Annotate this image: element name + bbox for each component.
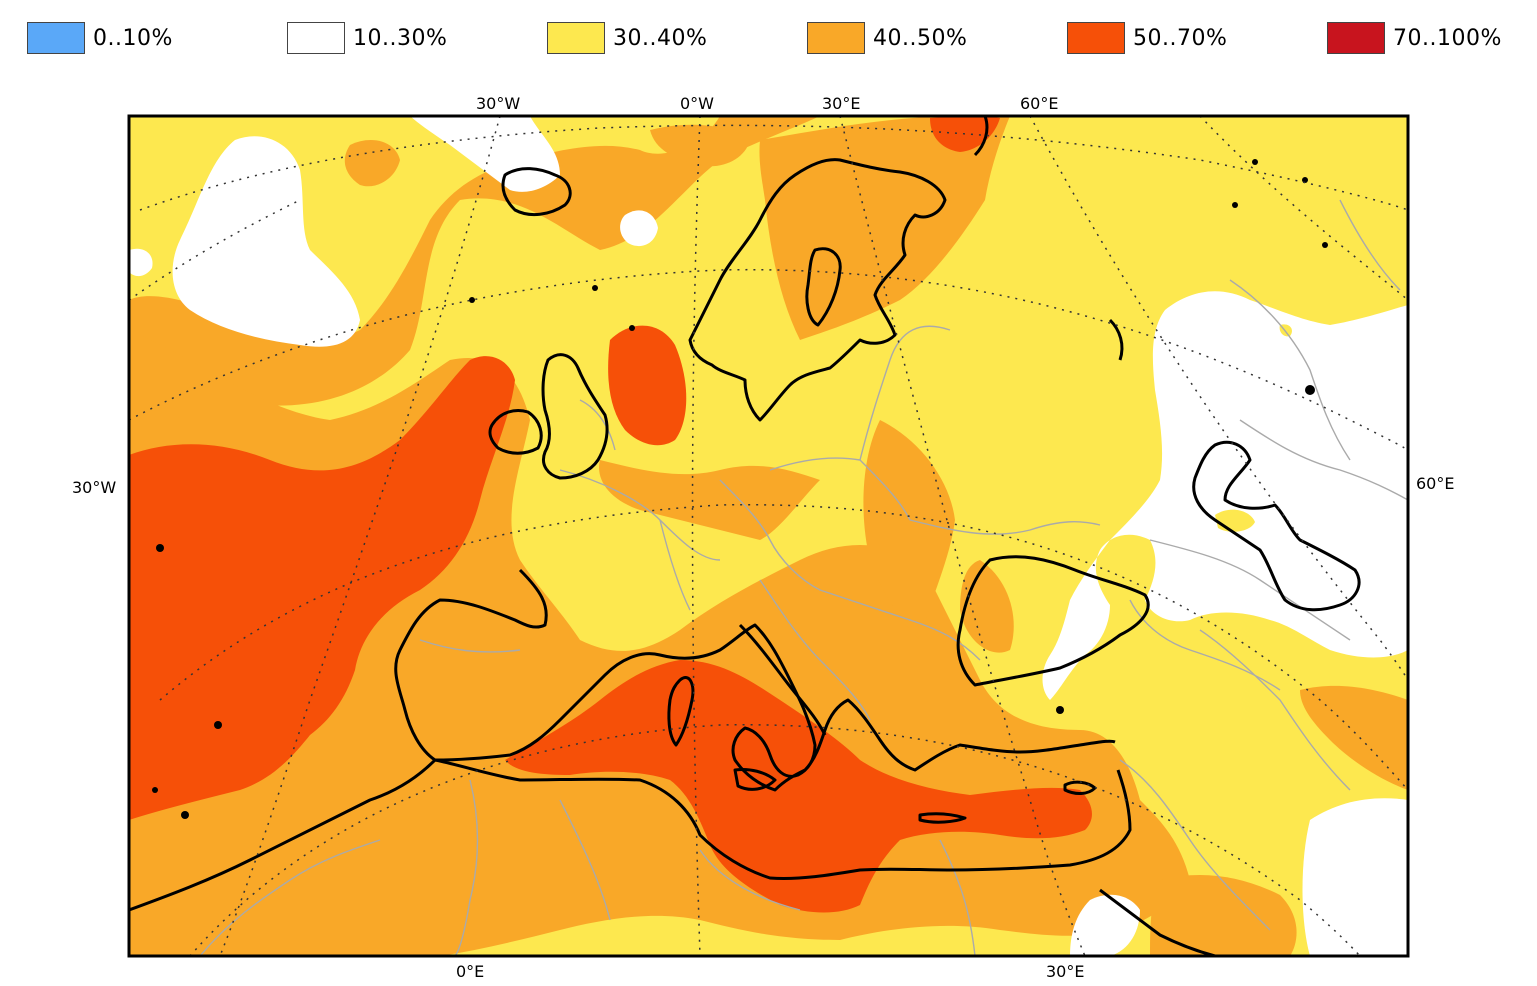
top-lon-label-30e: 30°E — [822, 94, 861, 113]
legend-swatch — [807, 22, 865, 54]
map-frame — [127, 114, 1410, 958]
legend-swatch — [27, 22, 85, 54]
map-field — [129, 116, 1408, 956]
bottom-label-30e: 30°E — [1046, 962, 1085, 981]
legend-swatch — [1067, 22, 1125, 54]
legend-swatch — [547, 22, 605, 54]
top-lon-label-30w: 30°W — [476, 94, 521, 113]
legend-label: 10..30% — [353, 26, 448, 51]
legend-swatch — [287, 22, 345, 54]
legend-label: 30..40% — [613, 26, 708, 51]
legend-label: 40..50% — [873, 26, 968, 51]
right-label-60e: 60°E — [1416, 474, 1455, 493]
field-50-70 — [129, 116, 1092, 913]
coastlines — [129, 116, 1361, 956]
small-islands — [152, 159, 1328, 819]
legend-swatch — [1327, 22, 1385, 54]
left-label-30w: 30°W — [72, 478, 117, 497]
legend-label: 0..10% — [93, 26, 173, 51]
top-lon-label-0w: 0°W — [680, 94, 714, 113]
graticule — [129, 116, 1408, 956]
legend: 0..10% 10..30% 30..40% 40..50% 50..70% 7… — [0, 0, 1537, 70]
top-lon-label-60e: 60°E — [1020, 94, 1059, 113]
legend-label: 70..100% — [1393, 26, 1502, 51]
legend-label: 50..70% — [1133, 26, 1228, 51]
bottom-label-0e: 0°E — [456, 962, 485, 981]
